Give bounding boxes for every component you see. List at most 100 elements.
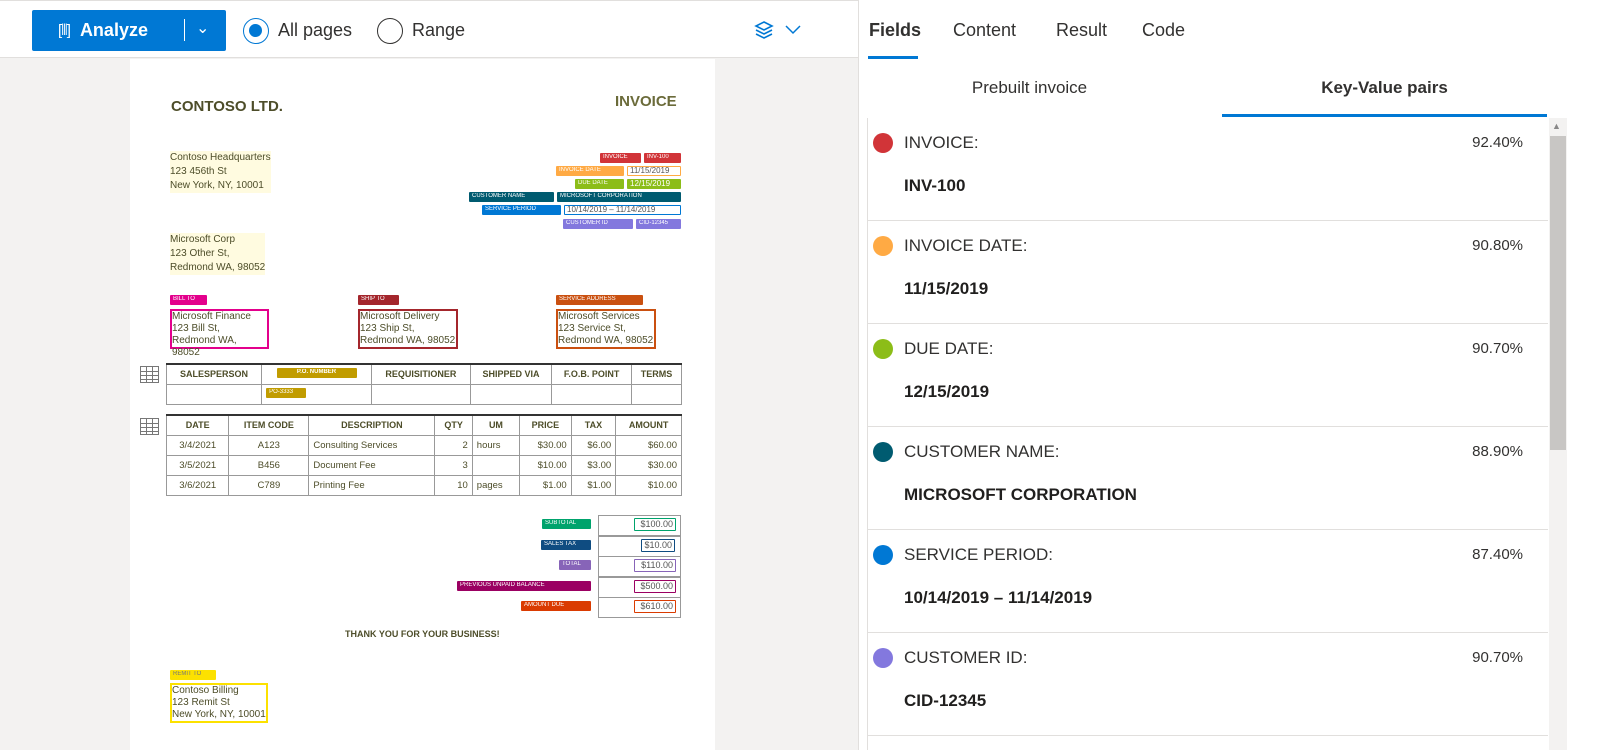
ship-to-box[interactable]: Microsoft Delivery 123 Ship St, Redmond WA… [358,309,458,349]
range-label[interactable]: Range [412,20,466,40]
cell: B456 [228,454,310,476]
field-key-tag[interactable]: CUSTOMER NAME [469,192,554,202]
po-number-tag[interactable]: P.O. NUMBER [276,368,357,379]
range-radio[interactable] [377,18,403,44]
tab-result[interactable]: Result [1056,20,1108,40]
field-value-tag[interactable]: 10/14/2019 – 11/14/2019 [564,205,681,215]
column-header: UM [471,414,521,436]
field-value-tag[interactable]: MICROSOFT CORPORATION [557,192,681,202]
address-line: 123 Bill St, [172,323,220,334]
confidence: 88.90% [1472,443,1523,460]
total-key-tag[interactable]: AMOUNT DUE [521,601,591,611]
remit-to-box[interactable]: Contoso Billing 123 Remit St New York, NY,… [170,683,268,723]
column-header: DATE [165,414,230,436]
column-header: SALESPERSON [165,363,263,385]
address-line: New York, NY, 10001 [170,179,271,193]
field-key: DUE DATE: [904,339,994,358]
layers-icon[interactable] [753,20,775,42]
total-cell [598,597,681,618]
all-pages-radio[interactable] [243,18,269,44]
cell [469,383,553,405]
key-value-item[interactable]: CUSTOMER NAME: 88.90% MICROSOFT CORPORAT… [868,427,1548,530]
total-value-tag[interactable]: $10.00 [641,538,675,552]
field-key: SERVICE PERIOD: [904,545,1053,564]
remit-to-tag[interactable]: REMIT TO [170,670,216,680]
address-line: Redmond WA, 98052 [172,335,237,358]
field-key: INVOICE DATE: [904,236,1028,255]
tab-content[interactable]: Content [953,20,1017,40]
tab-fields[interactable]: Fields [869,20,922,40]
key-value-item[interactable]: CUSTOMER ID: 90.70% CID-12345 [868,633,1548,736]
scroll-up-icon[interactable]: ▲ [1552,121,1561,131]
field-value-tag[interactable]: 12/15/2019 [627,179,681,189]
total-value-tag[interactable]: $100.00 [634,518,676,531]
total-key-tag[interactable]: TOTAL [559,560,591,570]
confidence: 87.40% [1472,546,1523,563]
field-key: INVOICE: [904,133,979,152]
address-line: 123 Ship St, [360,323,415,334]
address-line: Microsoft Services [558,311,640,322]
address-line: Redmond WA, 98052 [360,335,456,346]
tab-code[interactable]: Code [1142,20,1186,40]
results-panel [858,0,1605,750]
field-value-tag[interactable]: INV-100 [644,153,681,163]
cell [551,383,632,405]
address-line: 123 456th St [170,165,271,179]
key-value-item[interactable]: INVOICE DATE: 90.80% 11/15/2019 [868,221,1548,324]
field-key-tag[interactable]: SERVICE PERIOD [482,205,561,215]
thank-you-text: THANK YOU FOR YOUR BUSINESS! [345,629,500,639]
po-value-tag[interactable]: PO-3333 [266,387,307,398]
column-header: ITEM CODE [228,414,310,436]
column-header: F.O.B. POINT [551,363,632,385]
field-value-tag[interactable]: 11/15/2019 [627,166,681,176]
cell: 2 [434,434,473,456]
total-key-tag[interactable]: SALES TAX [541,539,591,550]
cell: $10.00 [519,454,572,476]
all-pages-label[interactable]: All pages [278,20,353,40]
field-key-tag[interactable]: DUE DATE [575,179,624,189]
cell: 3/6/2021 [165,474,230,496]
subtab-indicator [1222,114,1547,117]
total-value-tag[interactable]: $110.00 [634,559,676,572]
address-line: 123 Service St, [558,323,626,334]
chevron-down-icon[interactable]: ⌄ [196,20,210,37]
total-value-tag[interactable]: $610.00 [634,600,676,613]
subtab-prebuilt-invoice[interactable]: Prebuilt invoice [971,78,1088,97]
confidence: 90.70% [1472,340,1523,357]
table-icon[interactable] [140,418,159,435]
total-value-tag[interactable]: $500.00 [634,579,676,593]
column-header: PRICE [519,414,572,436]
service-address-box[interactable]: Microsoft Services 123 Service St, Redmond… [556,309,656,349]
scrollbar-thumb[interactable] [1550,136,1566,450]
items-table: DATE ITEM CODE DESCRIPTION QTY UM PRICE TAX AMO… [165,414,682,496]
address-line: Redmond WA, 98052 [170,261,266,275]
cell: hours [471,434,521,456]
address-line: 123 Remit St [172,697,230,708]
analyze-button[interactable]: [⦀] Analyze ⌄ [32,10,226,51]
field-key-tag[interactable]: CUSTOMER ID [563,219,633,229]
cell: 3 [434,454,473,476]
subtab-key-value-pairs[interactable]: Key-Value pairs [1321,78,1448,97]
bill-to-tag[interactable]: BILL TO [170,295,207,305]
field-value-tag[interactable]: CID-12345 [636,219,681,229]
address-line: Redmond WA, 98052 [558,335,654,346]
cell [370,383,471,405]
column-header: SHIPPED VIA [469,363,553,385]
key-value-item[interactable]: SERVICE PERIOD: 87.40% 10/14/2019 – 11/1… [868,530,1548,633]
bill-to-box[interactable]: Microsoft Finance 123 Bill St, Redmond WA,… [170,309,269,358]
layers-chevron-down-icon[interactable] [785,25,801,35]
ship-to-tag[interactable]: SHIP TO [358,295,399,305]
field-key-tag[interactable]: INVOICE [600,153,641,163]
key-value-item[interactable]: INVOICE: 92.40% INV-100 [868,118,1548,221]
total-key-tag[interactable]: SUBTOTAL [542,519,591,529]
service-address-tag[interactable]: SERVICE ADDRESS [556,295,643,305]
cell: Document Fee [308,454,436,476]
total-key-tag[interactable]: PREVIOUS UNPAID BALANCE [457,580,591,591]
table-icon[interactable] [140,366,159,383]
field-color-icon [873,648,893,668]
field-key-tag[interactable]: INVOICE DATE [556,166,624,176]
key-value-item[interactable]: DUE DATE: 90.70% 12/15/2019 [868,324,1548,427]
field-value: CID-12345 [904,691,987,710]
field-value: INV-100 [904,176,966,195]
field-color-icon [873,236,893,256]
